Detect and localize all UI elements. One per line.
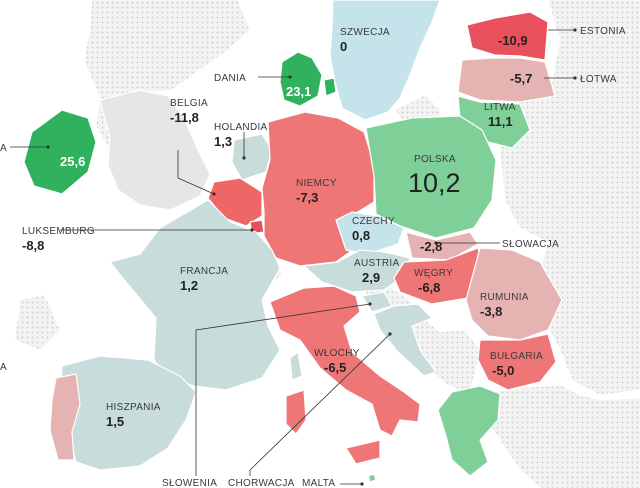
label-latvia-name: ŁOTWA — [580, 74, 617, 85]
label-austria-name: AUSTRIA — [354, 258, 399, 269]
label-romania-value: -3,8 — [480, 304, 502, 319]
label-ireland-name: A — [0, 143, 7, 154]
label-denmark-value: 23,1 — [286, 84, 311, 99]
label-sweden-value: 0 — [340, 39, 347, 54]
bulgaria-shape — [477, 333, 557, 391]
leader-lines — [10, 29, 575, 485]
label-estonia-name: ESTONIA — [580, 26, 626, 37]
ireland-shape — [23, 109, 97, 195]
label-romania-name: RUMUNIA — [480, 292, 529, 303]
labels: SZWECJA 0 ESTONIA -10,9 ŁOTWA -5,7 LITWA… — [0, 26, 626, 488]
label-slovakia-value: -2,8 — [420, 239, 442, 254]
label-poland-name: POLSKA — [414, 154, 456, 165]
label-austria-value: 2,9 — [362, 270, 380, 285]
label-czechia-value: 0,8 — [352, 228, 370, 243]
label-france-name: FRANCJA — [180, 266, 228, 277]
label-france-value: 1,2 — [180, 278, 198, 293]
slovakia-shape — [405, 231, 479, 261]
label-sweden-name: SZWECJA — [340, 27, 390, 38]
romania-shape — [465, 247, 563, 341]
slovenia-shape — [361, 291, 393, 313]
czechia-shape — [335, 211, 405, 255]
label-poland-value: 10,2 — [408, 168, 461, 198]
label-luxembourg-value: -8,8 — [22, 238, 44, 253]
label-italy-name: WŁOCHY — [314, 348, 360, 359]
label-bulgaria-name: BUŁGARIA — [490, 351, 543, 362]
label-lithuania-name: LITWA — [484, 102, 516, 113]
corsica-shape — [289, 351, 303, 381]
sicily-shape — [345, 439, 381, 465]
greece-shape — [437, 385, 501, 477]
croatia-shape — [373, 303, 437, 377]
label-belgium-value: -11,8 — [170, 110, 199, 125]
label-lithuania-value: 11,1 — [488, 114, 513, 129]
label-germany-value: -7,3 — [296, 190, 318, 205]
sardinia-shape — [285, 389, 307, 435]
denmark-island-shape — [323, 77, 337, 97]
label-netherlands-name: HOLANDIA — [214, 122, 268, 133]
label-spain-value: 1,5 — [106, 414, 124, 429]
label-bulgaria-value: -5,0 — [492, 363, 514, 378]
label-ireland-value: 25,6 — [60, 154, 85, 169]
denmark-shape — [279, 51, 323, 107]
portugal-shape — [49, 373, 81, 461]
estonia-shape — [466, 11, 549, 61]
italy-shape — [269, 285, 421, 437]
label-slovenia-name: SŁOWENIA — [162, 478, 217, 488]
poland-shape — [365, 115, 497, 239]
france-shape — [109, 199, 281, 391]
latvia-shape — [457, 57, 556, 103]
label-czechia-name: CZECHY — [352, 216, 395, 227]
label-portugal-name: A — [0, 362, 7, 373]
label-slovakia-name: SŁOWACJA — [502, 239, 559, 250]
label-italy-value: -6,5 — [324, 360, 346, 375]
label-hungary-name: WĘGRY — [414, 268, 453, 279]
label-germany-name: NIEMCY — [296, 178, 337, 189]
label-latvia-value: -5,7 — [510, 71, 532, 86]
label-luxembourg-name: LUKSEMBURG — [22, 226, 95, 237]
leader-dots — [46, 28, 577, 486]
label-hungary-value: -6,8 — [418, 280, 440, 295]
label-malta-name: MALTA — [302, 478, 335, 488]
label-croatia-name: CHORWACJA — [228, 478, 295, 488]
label-netherlands-value: 1,3 — [214, 134, 232, 149]
label-estonia-value: -10,9 — [498, 33, 528, 48]
sweden-shape — [329, 0, 441, 121]
label-belgium-name: BELGIA — [170, 98, 208, 109]
label-spain-name: HISZPANIA — [106, 402, 161, 413]
malta-shape — [367, 473, 377, 483]
label-denmark-name: DANIA — [214, 73, 246, 84]
